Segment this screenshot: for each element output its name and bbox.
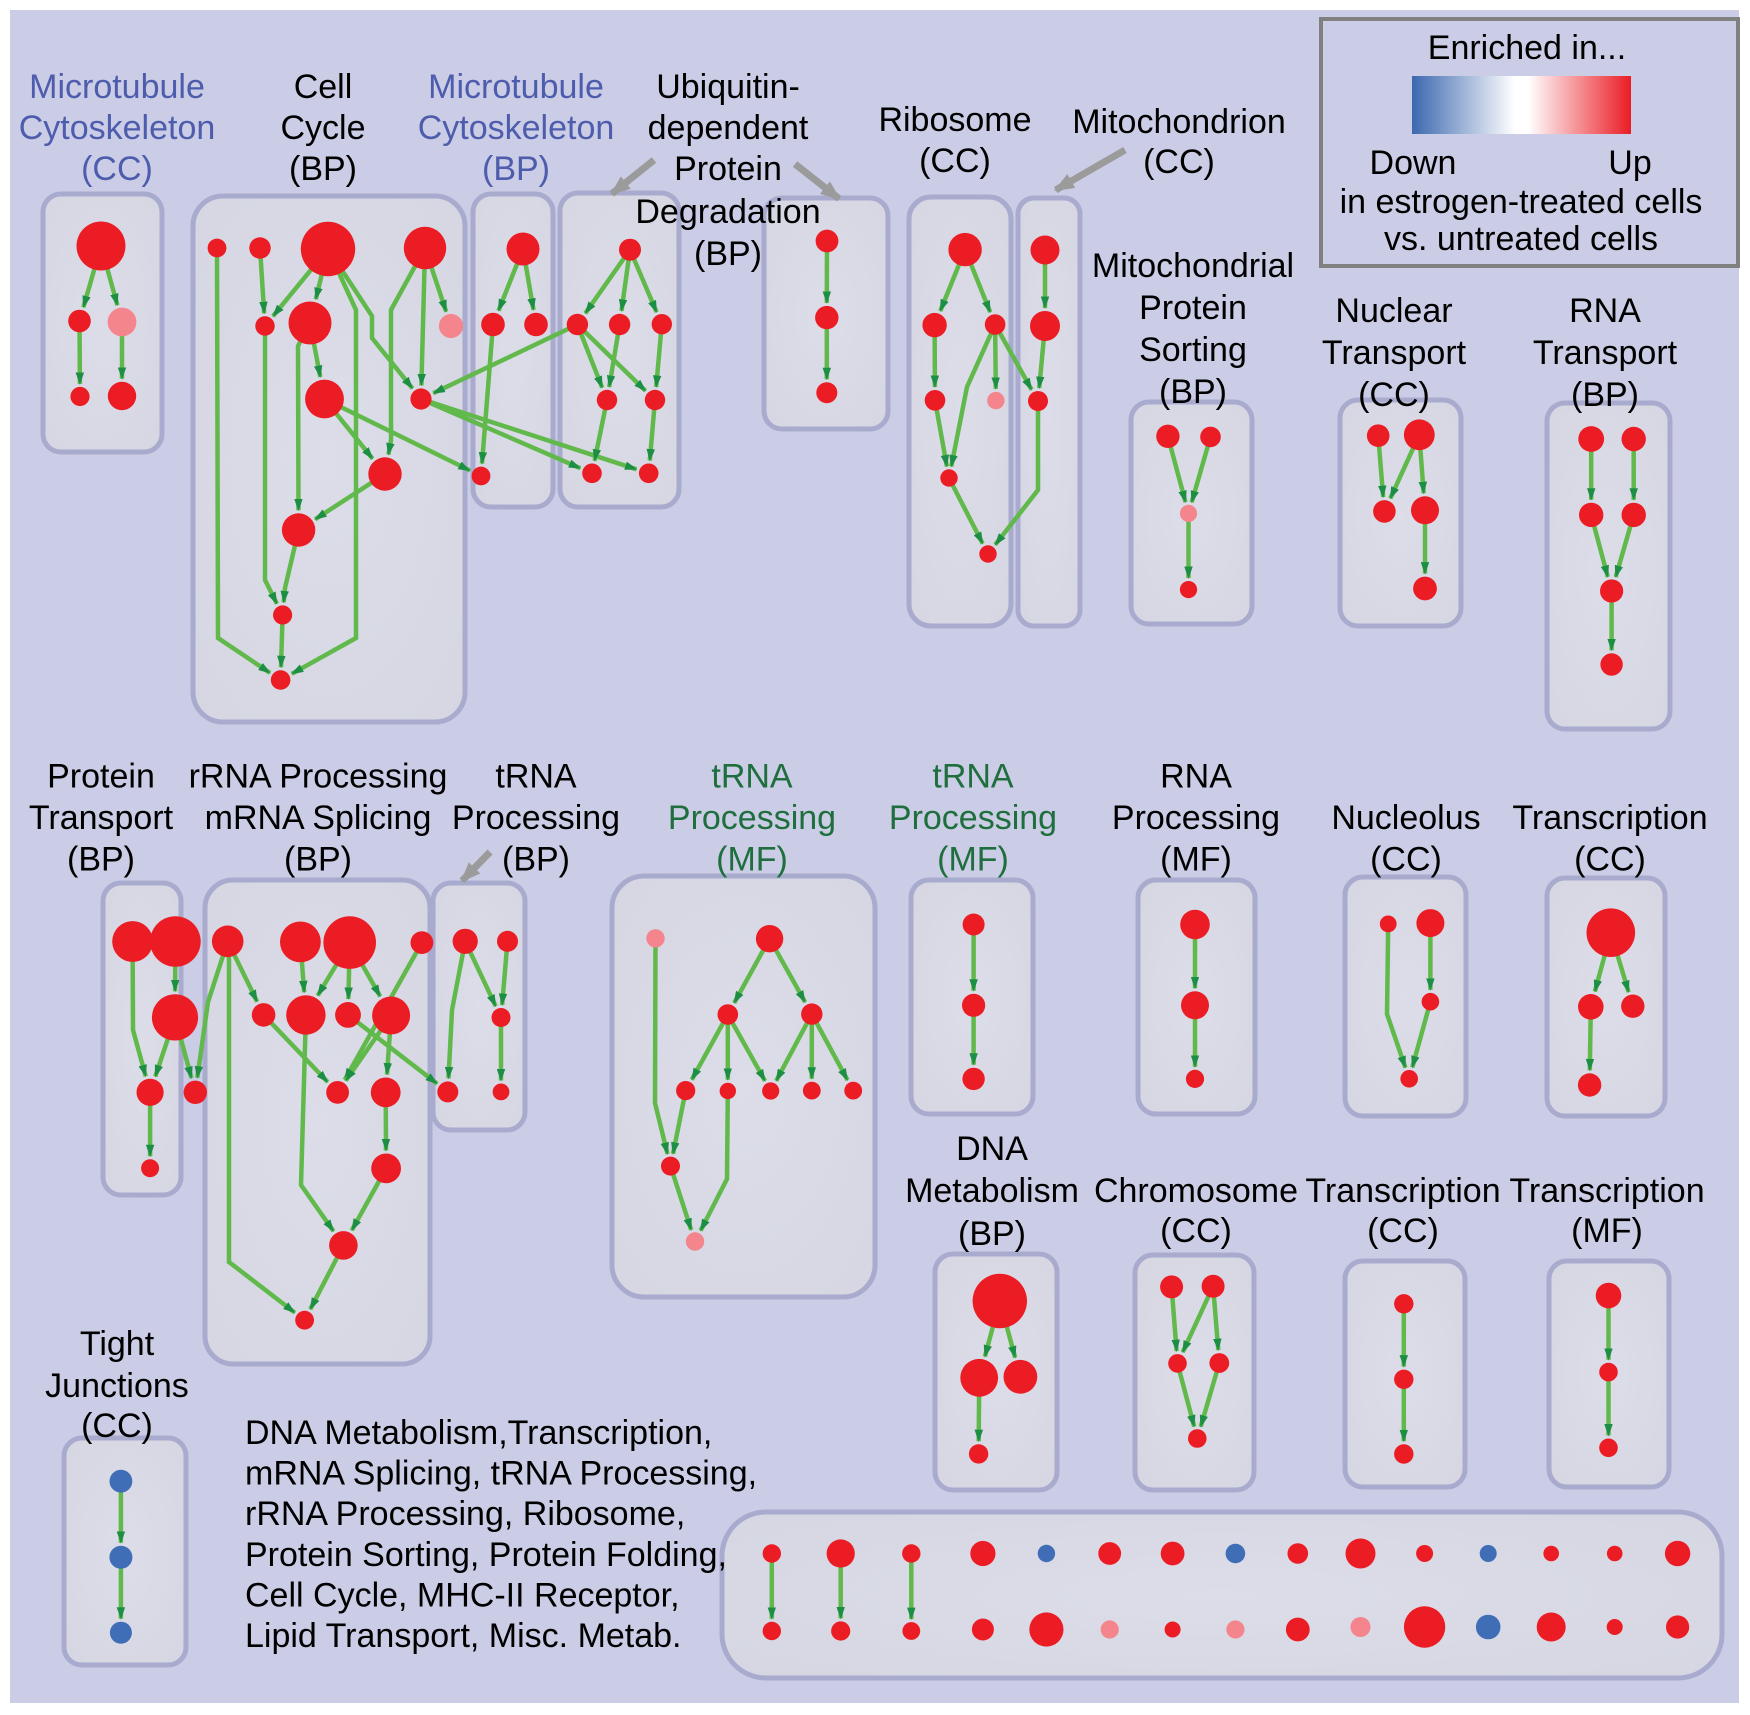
svg-text:(CC): (CC) [1367,1212,1439,1250]
svg-text:Ubiquitin-: Ubiquitin- [656,68,800,106]
svg-text:Transcription: Transcription [1509,1172,1704,1210]
svg-text:(BP): (BP) [67,841,135,879]
svg-text:(MF): (MF) [1160,841,1232,879]
svg-text:Cytoskeleton: Cytoskeleton [19,109,216,147]
svg-text:Processing: Processing [889,799,1057,837]
svg-text:Transcription: Transcription [1305,1172,1500,1210]
svg-text:Microtubule: Microtubule [428,68,604,106]
svg-text:tRNA: tRNA [711,758,793,796]
svg-text:DNA: DNA [956,1130,1028,1168]
svg-text:(CC): (CC) [919,142,991,180]
svg-text:Processing: Processing [452,799,620,837]
svg-text:(MF): (MF) [716,841,788,879]
svg-text:Degradation: Degradation [635,193,820,231]
svg-text:(BP): (BP) [284,841,352,879]
svg-text:rRNA Processing: rRNA Processing [189,758,448,796]
svg-text:(CC): (CC) [1358,376,1430,414]
svg-text:(CC): (CC) [81,150,153,188]
svg-text:Sorting: Sorting [1139,331,1247,369]
svg-text:Up: Up [1608,144,1651,182]
svg-text:(BP): (BP) [1571,376,1639,414]
svg-text:Transport: Transport [1322,334,1467,372]
svg-text:Nucleolus: Nucleolus [1331,799,1480,837]
svg-text:Mitochondrion: Mitochondrion [1072,103,1286,141]
svg-text:Cell Cycle, MHC-II Receptor,: Cell Cycle, MHC-II Receptor, [245,1576,680,1614]
svg-text:Down: Down [1370,144,1457,182]
svg-text:(CC): (CC) [1370,841,1442,879]
svg-text:(BP): (BP) [1159,373,1227,411]
svg-text:(CC): (CC) [1143,143,1215,181]
svg-text:(MF): (MF) [1571,1212,1643,1250]
svg-text:(CC): (CC) [1574,841,1646,879]
svg-text:Transport: Transport [29,799,174,837]
svg-text:mRNA Splicing, tRNA Processing: mRNA Splicing, tRNA Processing, [245,1455,757,1493]
svg-text:Transcription: Transcription [1512,799,1707,837]
svg-text:rRNA Processing, Ribosome,: rRNA Processing, Ribosome, [245,1495,685,1533]
svg-text:Enriched in...: Enriched in... [1428,29,1626,67]
svg-text:(BP): (BP) [502,841,570,879]
svg-text:(BP): (BP) [482,150,550,188]
svg-text:Microtubule: Microtubule [29,68,205,106]
svg-text:Junctions: Junctions [45,1367,189,1405]
svg-text:Mitochondrial: Mitochondrial [1092,247,1294,285]
svg-text:Protein: Protein [1139,289,1247,327]
svg-text:mRNA Splicing: mRNA Splicing [205,799,432,837]
svg-text:Protein: Protein [674,150,782,188]
svg-text:in estrogen-treated cells: in estrogen-treated cells [1340,183,1703,221]
svg-text:(BP): (BP) [958,1215,1026,1253]
svg-text:tRNA: tRNA [495,758,577,796]
svg-text:Transport: Transport [1533,334,1678,372]
svg-text:dependent: dependent [648,109,809,147]
svg-text:Cytoskeleton: Cytoskeleton [418,109,615,147]
svg-text:Protein Sorting, Protein Foldi: Protein Sorting, Protein Folding, [245,1536,727,1574]
svg-text:(BP): (BP) [289,150,357,188]
svg-text:Protein: Protein [47,758,155,796]
svg-text:Processing: Processing [668,799,836,837]
svg-text:(BP): (BP) [694,235,762,273]
svg-text:Tight: Tight [80,1325,155,1363]
svg-text:Ribosome: Ribosome [878,101,1031,139]
svg-text:DNA Metabolism,Transcription,: DNA Metabolism,Transcription, [245,1414,712,1452]
svg-text:(CC): (CC) [81,1407,153,1445]
svg-text:tRNA: tRNA [932,758,1014,796]
svg-text:(CC): (CC) [1160,1212,1232,1250]
svg-text:Lipid Transport, Misc. Metab.: Lipid Transport, Misc. Metab. [245,1617,682,1655]
svg-text:Nuclear: Nuclear [1335,292,1452,330]
svg-text:RNA: RNA [1160,758,1232,796]
svg-text:Chromosome: Chromosome [1094,1172,1298,1210]
svg-text:(MF): (MF) [937,841,1009,879]
svg-text:RNA: RNA [1569,292,1641,330]
svg-text:Metabolism: Metabolism [905,1172,1079,1210]
svg-text:Cycle: Cycle [280,109,365,147]
svg-text:Processing: Processing [1112,799,1280,837]
svg-text:Cell: Cell [294,68,353,106]
svg-text:vs. untreated cells: vs. untreated cells [1384,220,1658,258]
